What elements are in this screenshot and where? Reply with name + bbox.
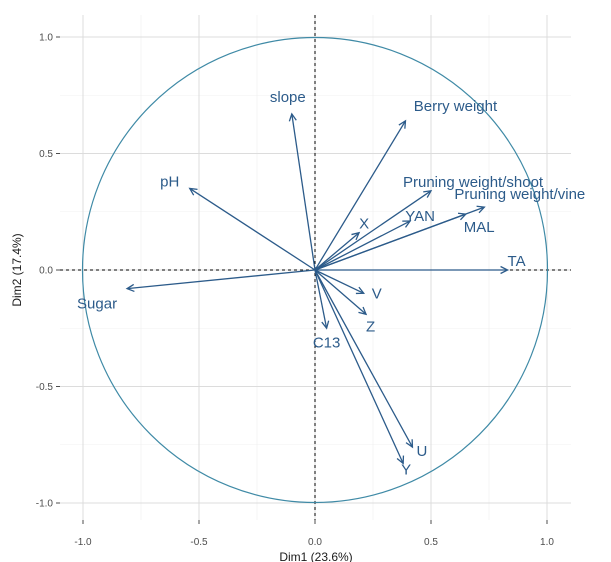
x-tick-label: -0.5 (190, 537, 208, 548)
arrow-ta (315, 265, 510, 275)
y-tick-label: 1.0 (39, 33, 53, 44)
arrow-y (314, 269, 405, 465)
label-slope: slope (270, 89, 306, 106)
arrow-z (314, 269, 368, 316)
x-axis-ticks: -1.0 -0.5 0.0 0.5 1.0 (74, 520, 554, 548)
label-pruning-weight-shoot: Pruning weight/shoot (403, 174, 544, 191)
y-tick-label: -0.5 (36, 382, 54, 393)
label-u: U (416, 443, 427, 460)
label-yan: YAN (405, 208, 435, 225)
y-tick-label: -1.0 (36, 499, 54, 510)
variable-arrows (125, 112, 510, 465)
label-berry-weight: Berry weight (414, 98, 498, 115)
y-axis-title: Dim2 (17.4%) (10, 233, 24, 306)
label-ph: pH (160, 173, 179, 190)
label-x: X (359, 216, 369, 233)
x-tick-label: 0.0 (308, 537, 322, 548)
label-ta: TA (508, 253, 526, 270)
arrow-yan (314, 220, 412, 271)
y-tick-label: 0.5 (39, 149, 53, 160)
arrow-u (314, 269, 414, 449)
label-pruning-weight-vine: Pruning weight/vine (454, 186, 585, 203)
arrow-berry-weight (314, 119, 407, 271)
label-sugar: Sugar (77, 296, 117, 313)
label-c13: C13 (313, 334, 341, 351)
label-mal: MAL (464, 219, 495, 236)
x-tick-label: -1.0 (74, 537, 92, 548)
y-axis-ticks: -1.0 -0.5 0.0 0.5 1.0 (36, 33, 60, 510)
arrow-pruning-weight-shoot (314, 189, 433, 271)
arrow-sugar (125, 269, 316, 293)
x-tick-label: 0.5 (424, 537, 438, 548)
arrow-mal (314, 212, 468, 271)
x-axis-title: Dim1 (23.6%) (279, 550, 352, 562)
arrow-v (314, 269, 366, 295)
label-z: Z (366, 318, 375, 335)
y-tick-label: 0.0 (39, 266, 53, 277)
variable-labels: slope Berry weight pH Pruning weight/shootP… (77, 89, 585, 479)
arrow-c13 (314, 269, 330, 330)
arrow-x (314, 231, 361, 271)
arrow-slope (288, 112, 316, 271)
x-tick-label: 1.0 (540, 537, 554, 548)
label-y: Y (401, 461, 411, 478)
correlation-circle (81, 36, 549, 504)
label-v: V (372, 285, 382, 302)
arrow-ph (188, 187, 316, 271)
